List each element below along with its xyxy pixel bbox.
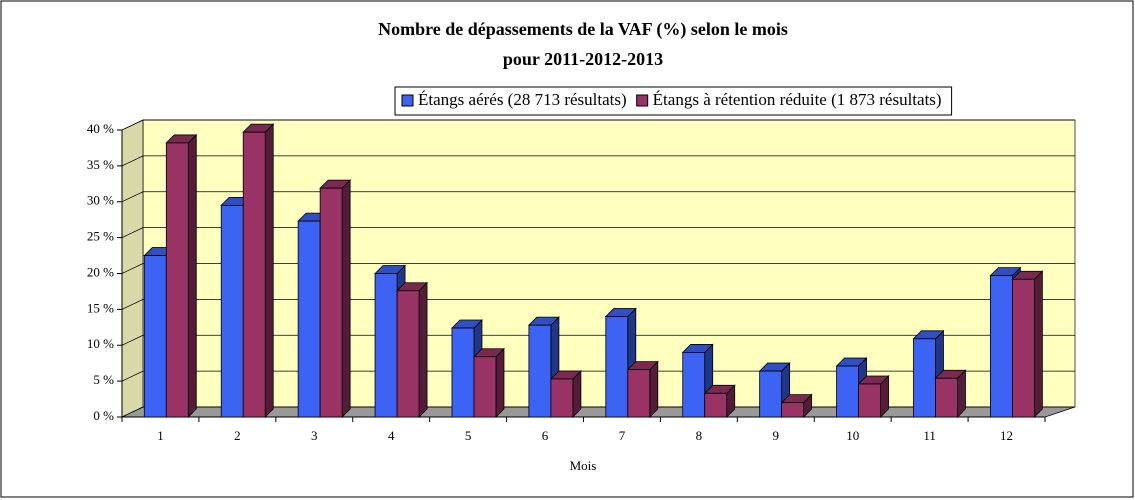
bar-side [264, 123, 274, 418]
bar [319, 179, 352, 418]
bar-front [913, 338, 936, 418]
bar-front [682, 352, 706, 418]
legend-swatch [636, 94, 649, 107]
y-tick-label: 15 % [87, 300, 114, 315]
bar-side [495, 347, 505, 418]
bar-front [759, 370, 783, 418]
bar-front [165, 142, 189, 418]
grid-line [121, 191, 144, 203]
bar [549, 370, 582, 418]
grid-line [121, 334, 144, 346]
x-tick-label: 3 [311, 428, 318, 443]
grid-line [121, 370, 144, 382]
bar-front [836, 365, 859, 418]
bar [626, 360, 659, 418]
legend-box [394, 86, 953, 116]
bar-side [649, 360, 659, 418]
x-axis-label: Mois [570, 458, 597, 473]
y-tick-label: 40 % [87, 121, 114, 136]
bar-front [704, 392, 728, 418]
bar [1011, 270, 1044, 418]
y-tick-label: 10 % [87, 336, 114, 351]
bar-front [374, 273, 398, 418]
x-tick-label: 1 [157, 428, 164, 443]
x-tick-label: 4 [388, 428, 395, 443]
bar [780, 393, 813, 418]
bar-front [242, 131, 266, 418]
grid-line [121, 227, 144, 238]
y-tick-label: 25 % [87, 229, 114, 244]
bar [473, 347, 505, 418]
y-tick-label: 0 % [93, 408, 114, 423]
x-tick-label: 8 [696, 428, 703, 443]
legend-swatch [401, 94, 414, 107]
x-tick-label: 11 [923, 428, 936, 443]
bar-front [858, 383, 881, 418]
bar [703, 384, 736, 418]
y-tick-label: 30 % [87, 193, 114, 208]
grid-line [121, 406, 144, 418]
bar [934, 369, 967, 418]
bar-front [473, 356, 497, 418]
chart-title: pour 2011-2012-2013 [503, 49, 663, 69]
bar [242, 123, 275, 418]
x-tick-label: 7 [619, 428, 626, 443]
y-tick-label: 5 % [93, 372, 114, 387]
bar-front [1011, 278, 1035, 418]
grid-line [121, 119, 144, 131]
x-tick-label: 9 [773, 428, 780, 443]
x-tick-label: 12 [1000, 428, 1013, 443]
x-tick-label: 5 [465, 428, 472, 443]
grid-line [121, 155, 144, 167]
bar-front [220, 204, 244, 418]
bar-front [297, 220, 321, 418]
y-tick-label: 20 % [87, 264, 114, 279]
bar-side [187, 133, 197, 418]
legend: Étangs aérés (28 713 résultats) Étangs à … [394, 86, 953, 116]
bar-side [1033, 270, 1043, 418]
bar-front [550, 378, 574, 418]
bar-front [781, 402, 805, 418]
bar [857, 375, 890, 418]
bar-front [451, 327, 475, 418]
y-tick-label: 35 % [87, 157, 114, 172]
bar-front [935, 377, 958, 418]
chart-title: Nombre de dépassements de la VAF (%) sel… [378, 19, 788, 40]
grid-line [121, 263, 144, 274]
bar-front [319, 187, 343, 418]
bar [396, 281, 429, 418]
legend-label: Étangs à rétention réduite (1 873 résult… [653, 90, 942, 109]
bar-side [418, 281, 428, 418]
x-tick-label: 10 [846, 428, 859, 443]
bar-side [341, 179, 351, 418]
grid-line [121, 299, 144, 310]
bar-front [989, 275, 1013, 418]
bar-front [528, 324, 552, 418]
bar [165, 133, 198, 418]
legend-label: Étangs aérés (28 713 résultats) [418, 90, 627, 109]
x-tick-label: 2 [234, 428, 241, 443]
bar-front [396, 290, 420, 418]
x-tick-label: 6 [542, 428, 549, 443]
bar-front [605, 316, 629, 418]
bar-front [143, 255, 167, 418]
bar-front [627, 369, 651, 418]
